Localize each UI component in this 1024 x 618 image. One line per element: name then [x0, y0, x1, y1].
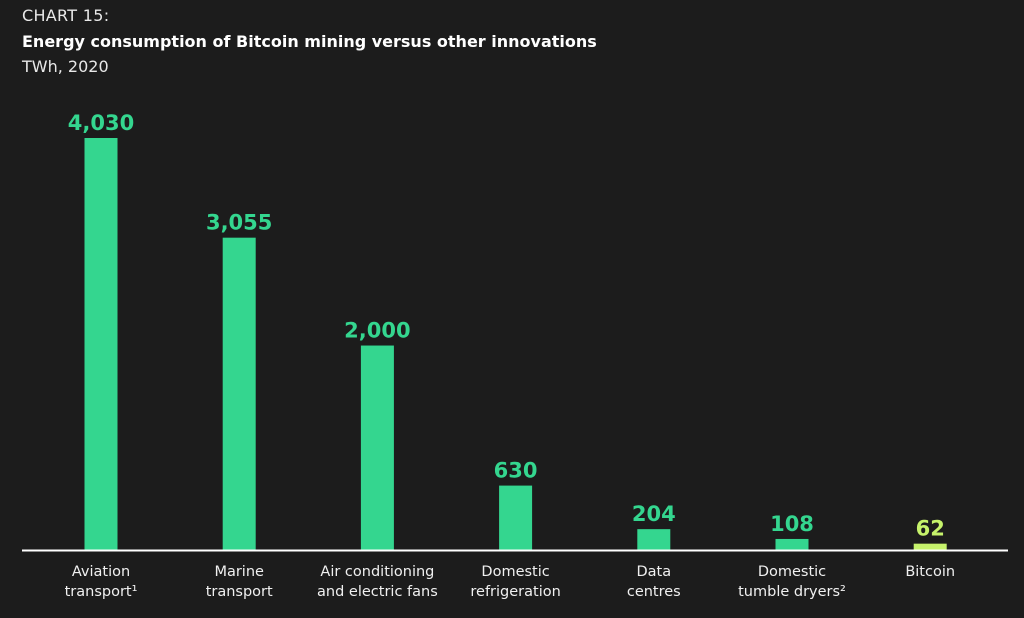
category-label: centres — [627, 584, 681, 600]
bar — [84, 138, 118, 550]
category-label: Domestic — [758, 564, 826, 580]
value-label: 4,030 — [68, 111, 134, 135]
value-label: 62 — [916, 517, 945, 541]
bar — [913, 543, 947, 550]
category-label: transport¹ — [65, 584, 138, 600]
value-label: 2,000 — [344, 319, 410, 343]
chart-title: Energy consumption of Bitcoin mining ver… — [22, 32, 597, 51]
category-label: Air conditioning — [320, 564, 434, 580]
bar — [637, 529, 671, 550]
bar — [360, 345, 394, 550]
category-label: Bitcoin — [905, 564, 955, 580]
category-label: Data — [636, 564, 671, 580]
value-label: 630 — [494, 459, 538, 483]
bar — [499, 485, 533, 550]
category-label: Domestic — [481, 564, 549, 580]
value-label: 3,055 — [206, 211, 272, 235]
bar — [775, 538, 809, 550]
labels-group: 4,030 Aviation transport¹ 3,055 Marine transp… — [65, 111, 955, 600]
category-label: refrigeration — [470, 584, 560, 600]
bar — [222, 237, 256, 550]
category-label: and electric fans — [317, 584, 438, 600]
category-label: Marine — [214, 564, 264, 580]
category-label: tumble dryers² — [738, 584, 846, 600]
value-label: 204 — [632, 502, 676, 526]
category-label: Aviation — [72, 564, 130, 580]
bars-group — [84, 138, 947, 550]
chart-number: CHART 15: — [22, 6, 110, 25]
value-label: 108 — [770, 512, 814, 536]
chart-subtitle: TWh, 2020 — [22, 57, 109, 76]
category-label: transport — [206, 584, 273, 600]
